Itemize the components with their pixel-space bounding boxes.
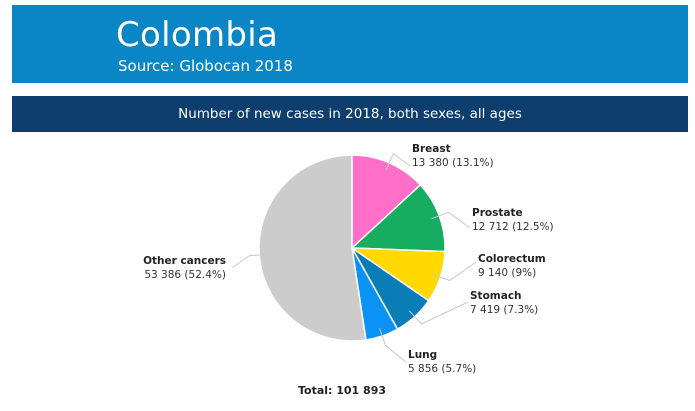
slice-label-value: 9 140 (9%) bbox=[478, 267, 536, 279]
slice-label-value: 53 386 (52.4%) bbox=[144, 269, 226, 281]
leader-line bbox=[431, 211, 471, 229]
slice-label-name: Breast bbox=[412, 143, 451, 155]
slice-label-value: 13 380 (13.1%) bbox=[412, 157, 494, 169]
leader-line bbox=[385, 152, 411, 171]
chart-title: Number of new cases in 2018, both sexes,… bbox=[12, 96, 688, 132]
slice-label-name: Colorectum bbox=[478, 253, 546, 265]
slice-label-name: Stomach bbox=[470, 290, 522, 302]
slice-labels: Breast 13 380 (13.1%) Prostate 12 712 (12.5… bbox=[143, 143, 554, 375]
slice-label-name: Lung bbox=[408, 349, 437, 361]
slice-label-value: 5 856 (5.7%) bbox=[408, 363, 476, 375]
leader-lines bbox=[231, 152, 477, 363]
leader-line bbox=[379, 328, 407, 363]
header-banner: Colombia Source: Globocan 2018 bbox=[12, 5, 688, 83]
slice-label-value: 12 712 (12.5%) bbox=[472, 221, 554, 233]
leader-line bbox=[408, 301, 469, 325]
leader-line bbox=[432, 261, 477, 281]
slice-label-name: Prostate bbox=[472, 207, 523, 219]
pie-slices bbox=[258, 154, 446, 342]
slice-label-value: 7 419 (7.3%) bbox=[470, 304, 538, 316]
page-title: Colombia bbox=[116, 15, 279, 55]
page-subtitle: Source: Globocan 2018 bbox=[118, 57, 293, 75]
total-label: Total: 101 893 bbox=[298, 384, 386, 397]
leader-line bbox=[231, 253, 268, 269]
pie-slice-other-cancers bbox=[258, 154, 367, 342]
slice-label-name: Other cancers bbox=[143, 255, 226, 267]
